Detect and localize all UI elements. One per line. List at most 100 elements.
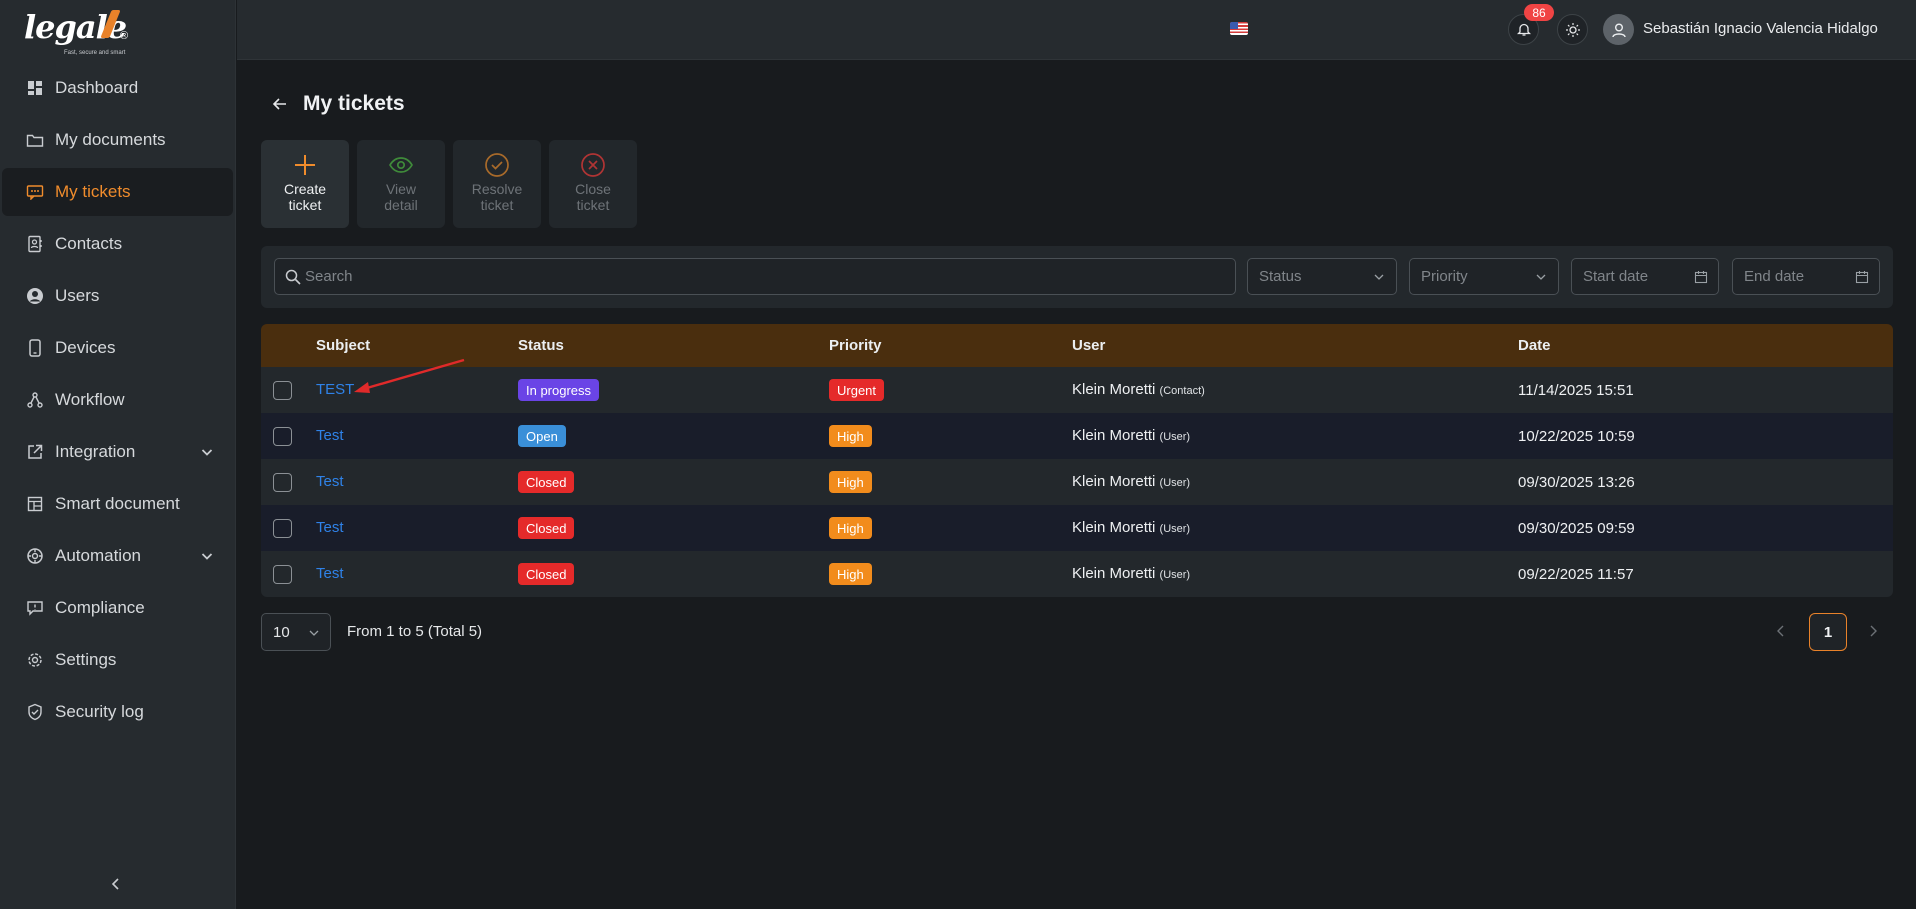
user-role: (User) <box>1159 431 1191 443</box>
shield-icon <box>26 703 44 721</box>
status-badge: Closed <box>518 471 575 493</box>
brand-logo[interactable]: legale ® Fast, secure and smart <box>24 6 144 60</box>
bell-icon <box>1516 23 1531 36</box>
next-page-icon[interactable] <box>1864 622 1882 640</box>
back-arrow-icon[interactable] <box>270 94 290 114</box>
date-cell: 09/22/2025 11:57 <box>1518 566 1634 583</box>
user-name[interactable]: Sebastián Ignacio Valencia Hidalgo <box>1643 20 1878 37</box>
sidebar-item-label: Compliance <box>55 598 145 617</box>
ticket-subject-link[interactable]: Test <box>316 427 344 444</box>
sidebar-item-integration[interactable]: Integration <box>2 428 233 476</box>
priority-select[interactable]: Priority <box>1409 258 1559 295</box>
create-ticket-button[interactable]: Create ticket <box>261 140 349 228</box>
sidebar-item-settings[interactable]: Settings <box>2 636 233 684</box>
view-detail-button[interactable]: View detail <box>357 140 445 228</box>
priority-select-placeholder: Priority <box>1421 268 1468 285</box>
date-cell: 10/22/2025 10:59 <box>1518 428 1635 445</box>
table-row[interactable]: Test Closed High Klein Moretti (User) 09… <box>261 551 1893 597</box>
chevron-down-icon <box>199 444 215 460</box>
table-row[interactable]: TEST In progress Urgent Klein Moretti (C… <box>261 367 1893 413</box>
priority-badge: High <box>829 425 872 447</box>
user-cell: Klein Moretti (User) <box>1072 427 1190 444</box>
table-header: Subject Status Priority User Date <box>261 324 1893 367</box>
annotation-arrow-icon <box>354 358 465 393</box>
us-flag-icon[interactable] <box>1230 22 1248 35</box>
column-header-subject[interactable]: Subject <box>316 337 371 354</box>
column-header-date[interactable]: Date <box>1518 337 1551 354</box>
calendar-icon <box>1694 271 1708 284</box>
date-cell: 09/30/2025 13:26 <box>1518 474 1635 491</box>
user-cell: Klein Moretti (User) <box>1072 519 1190 536</box>
workflow-icon <box>26 391 44 409</box>
status-select[interactable]: Status <box>1247 258 1397 295</box>
search-icon <box>285 269 301 285</box>
priority-badge: High <box>829 471 872 493</box>
brand-registered: ® <box>120 30 129 42</box>
eye-icon <box>389 157 413 173</box>
sidebar-item-dashboard[interactable]: Dashboard <box>2 64 233 112</box>
row-checkbox[interactable] <box>273 427 292 446</box>
avatar[interactable] <box>1603 14 1634 45</box>
column-header-priority[interactable]: Priority <box>829 337 882 354</box>
chevron-down-icon <box>1536 274 1546 280</box>
sidebar-item-label: Workflow <box>55 390 125 409</box>
resolve-ticket-button[interactable]: Resolve ticket <box>453 140 541 228</box>
sidebar-item-label: Security log <box>55 702 144 721</box>
column-header-status[interactable]: Status <box>518 337 564 354</box>
automation-icon <box>26 547 44 565</box>
table-row[interactable]: Test Open High Klein Moretti (User) 10/2… <box>261 413 1893 459</box>
ticket-subject-link[interactable]: Test <box>316 519 344 536</box>
sidebar-item-label: Automation <box>55 546 141 565</box>
status-badge: Closed <box>518 563 575 585</box>
row-checkbox[interactable] <box>273 519 292 538</box>
row-checkbox[interactable] <box>273 473 292 492</box>
priority-badge: Urgent <box>829 379 885 401</box>
sidebar-item-label: Settings <box>55 650 117 669</box>
ticket-subject-link[interactable]: Test <box>316 565 344 582</box>
sidebar-item-label: Devices <box>55 338 116 357</box>
close-circle-icon <box>581 153 605 177</box>
sidebar-item-automation[interactable]: Automation <box>2 532 233 580</box>
collapse-sidebar-icon[interactable] <box>106 874 126 894</box>
table-row[interactable]: Test Closed High Klein Moretti (User) 09… <box>261 505 1893 551</box>
brand-tagline: Fast, secure and smart <box>64 50 126 56</box>
sidebar-item-smart-document[interactable]: Smart document <box>2 480 233 528</box>
status-badge: Closed <box>518 517 575 539</box>
end-date-picker[interactable]: End date <box>1732 258 1880 295</box>
search-input[interactable] <box>305 259 1205 294</box>
page-number-button[interactable]: 1 <box>1809 613 1847 651</box>
status-select-placeholder: Status <box>1259 268 1302 285</box>
ticket-subject-link[interactable]: TEST <box>316 381 355 398</box>
user-cell: Klein Moretti (User) <box>1072 473 1190 490</box>
user-name-value: Klein Moretti <box>1072 381 1156 398</box>
sidebar-item-workflow[interactable]: Workflow <box>2 376 233 424</box>
sidebar-item-label: Smart document <box>55 494 180 513</box>
page-size-value: 10 <box>273 624 290 641</box>
priority-badge: High <box>829 517 872 539</box>
sidebar-item-label: My tickets <box>55 182 131 201</box>
sidebar-item-users[interactable]: Users <box>2 272 233 320</box>
sidebar-item-contacts[interactable]: Contacts <box>2 220 233 268</box>
close-ticket-button[interactable]: Close ticket <box>549 140 637 228</box>
gear-icon <box>26 651 44 669</box>
user-name-value: Klein Moretti <box>1072 565 1156 582</box>
sidebar-item-label: Users <box>55 286 100 305</box>
ticket-subject-link[interactable]: Test <box>316 473 344 490</box>
sidebar-item-my-documents[interactable]: My documents <box>2 116 233 164</box>
view-detail-label: View detail <box>384 181 418 213</box>
row-checkbox[interactable] <box>273 381 292 400</box>
sidebar-item-compliance[interactable]: Compliance <box>2 584 233 632</box>
theme-toggle-button[interactable] <box>1557 14 1588 45</box>
sidebar-item-devices[interactable]: Devices <box>2 324 233 372</box>
start-date-picker[interactable]: Start date <box>1571 258 1719 295</box>
row-checkbox[interactable] <box>273 565 292 584</box>
sidebar-item-label: My documents <box>55 130 166 149</box>
sidebar-item-label: Dashboard <box>55 78 139 97</box>
table-row[interactable]: Test Closed High Klein Moretti (User) 09… <box>261 459 1893 505</box>
prev-page-icon[interactable] <box>1772 622 1790 640</box>
column-header-user[interactable]: User <box>1072 337 1106 354</box>
create-ticket-label: Create ticket <box>283 181 327 213</box>
sidebar-item-security-log[interactable]: Security log <box>2 688 233 736</box>
page-size-select[interactable]: 10 <box>261 613 331 651</box>
sidebar-item-my-tickets[interactable]: My tickets <box>2 168 233 216</box>
